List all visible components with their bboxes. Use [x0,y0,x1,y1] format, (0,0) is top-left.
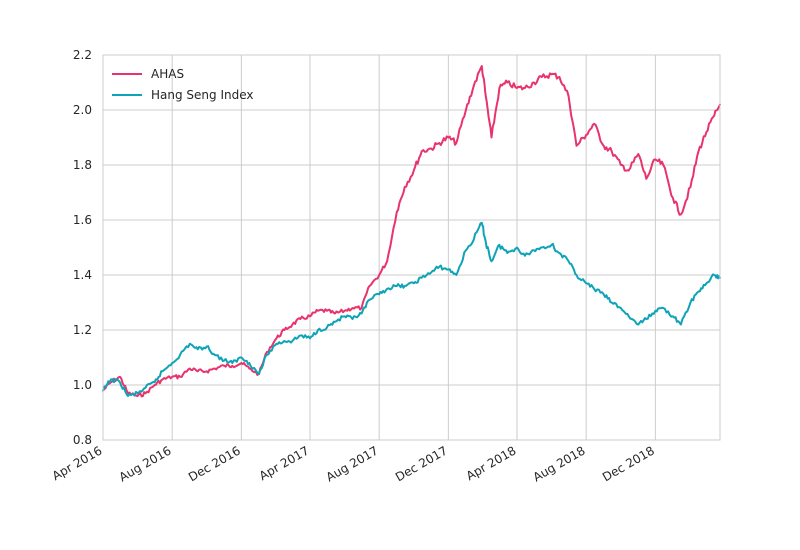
plot-frame [102,54,721,441]
x-tick-label: Dec 2016 [186,443,243,484]
y-tick-label: 1.8 [73,158,92,172]
x-tick-label: Aug 2016 [117,443,174,484]
legend-label: AHAS [151,67,184,81]
y-tick-label: 2.0 [73,103,92,117]
series-line-ahas [102,65,721,398]
legend-label: Hang Seng Index [151,88,254,102]
x-axis-ticks: Apr 2016 Aug 2016 Dec 2016 Apr 2017 Aug 2017… [50,443,657,484]
x-tick-label: Apr 2017 [257,443,312,483]
y-axis-ticks: 0.8 1.0 1.2 1.4 1.6 1.8 2.0 2.2 [73,48,92,447]
grid [102,54,720,441]
x-tick-label: Apr 2016 [50,443,105,483]
y-tick-label: 0.8 [73,433,92,447]
x-tick-label: Dec 2017 [393,443,450,484]
x-tick-label: Aug 2018 [531,443,588,484]
x-tick-label: Dec 2018 [600,443,657,484]
series-lines [102,65,721,398]
y-tick-label: 1.6 [73,213,92,227]
y-tick-label: 1.0 [73,378,92,392]
y-tick-label: 1.2 [73,323,92,337]
x-tick-label: Aug 2017 [324,443,381,484]
x-tick-label: Apr 2018 [464,443,519,483]
series-line-hang-seng-index [102,221,721,397]
y-tick-label: 1.4 [73,268,92,282]
y-tick-label: 2.2 [73,48,92,62]
legend: AHAS Hang Seng Index [112,67,254,102]
